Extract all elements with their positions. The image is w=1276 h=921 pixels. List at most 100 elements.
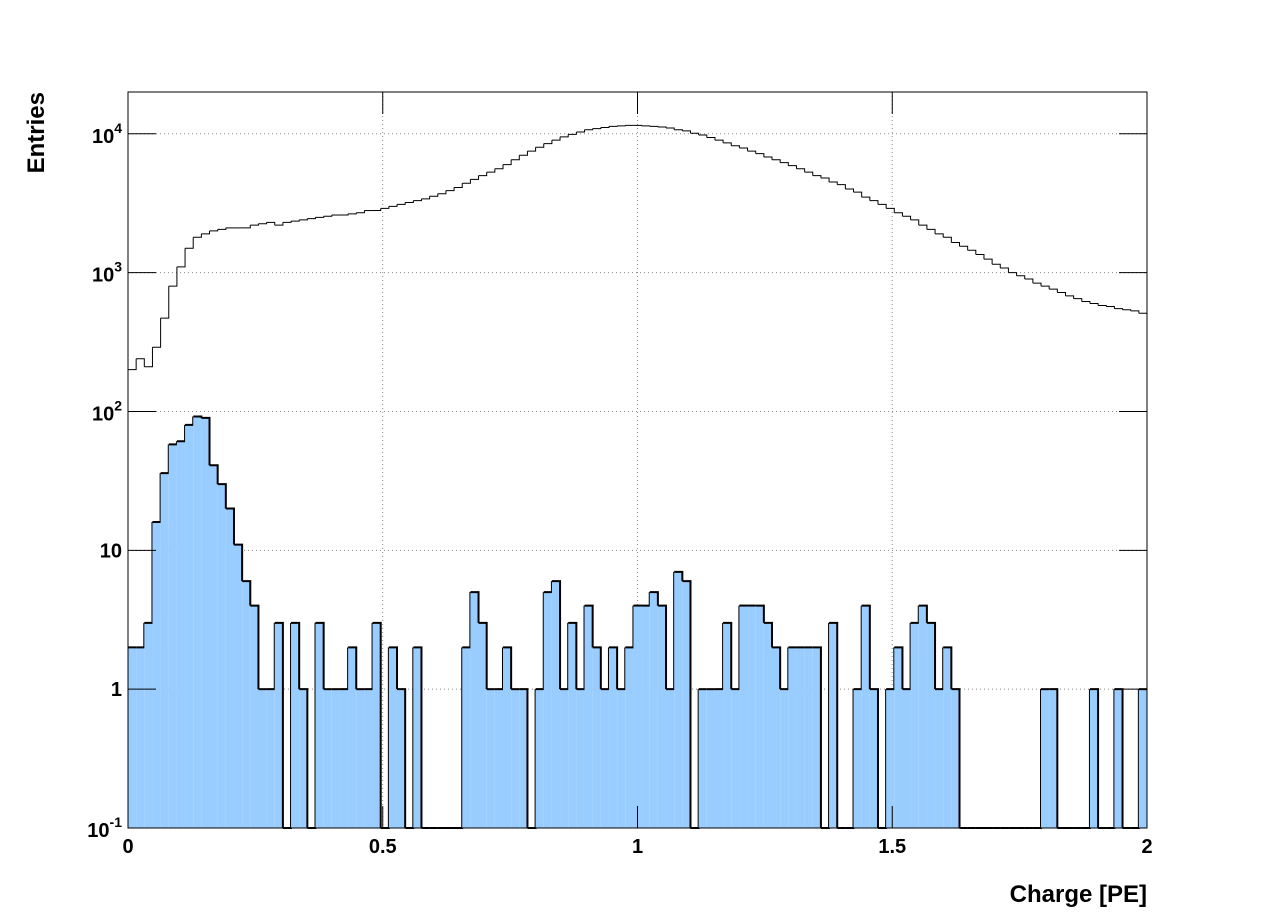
histogram-bar — [274, 622, 283, 828]
histogram-step — [356, 210, 365, 214]
histogram-step — [233, 543, 244, 582]
histogram-step — [1049, 688, 1059, 828]
histogram-bar — [478, 622, 487, 828]
histogram-bar — [731, 689, 740, 828]
histogram-bar — [348, 647, 357, 828]
histogram-step — [829, 181, 838, 185]
histogram-step — [1114, 308, 1124, 310]
histogram-bar — [926, 622, 936, 828]
histogram-bar — [657, 605, 667, 828]
histogram-step — [502, 646, 513, 690]
histogram-bar — [201, 417, 210, 828]
histogram-bar — [217, 484, 226, 828]
histogram-step — [690, 132, 700, 136]
x-axis-title: Charge [PE] — [1010, 881, 1147, 908]
histogram-bar — [258, 689, 267, 828]
histogram-step — [193, 233, 202, 238]
histogram-bar — [918, 605, 927, 828]
histogram-step — [877, 203, 887, 209]
y-tick-label: 10-1 — [87, 814, 122, 842]
histogram-step — [894, 646, 904, 690]
histogram-step — [967, 249, 977, 255]
histogram-step — [951, 241, 961, 247]
histogram-bar — [511, 689, 520, 828]
histogram-step — [217, 483, 227, 509]
histogram-step — [470, 175, 480, 180]
y-tick-base: 10 — [87, 820, 109, 842]
histogram-bar — [714, 689, 724, 828]
histogram-step — [796, 168, 806, 173]
histogram-step — [429, 193, 439, 197]
histogram-bar — [502, 647, 512, 828]
histogram-bar — [902, 689, 911, 828]
histogram-step — [992, 263, 1001, 268]
histogram-step — [918, 224, 928, 230]
histogram-bar — [674, 571, 683, 828]
histogram-step — [372, 208, 382, 212]
histogram-bar — [250, 605, 259, 828]
histogram-step — [845, 188, 855, 193]
histogram-bar — [739, 605, 748, 828]
histogram-step — [902, 215, 912, 220]
histogram-step — [1024, 278, 1034, 284]
histogram-step — [519, 688, 529, 828]
histogram-step — [772, 159, 781, 163]
y-tick-base: 10 — [92, 265, 114, 287]
histogram-bar — [1138, 689, 1147, 828]
histogram-bar — [829, 622, 838, 828]
histogram-bar — [470, 592, 479, 828]
histogram-bar — [299, 689, 308, 828]
histogram-step — [657, 604, 668, 690]
histogram-bar — [617, 689, 626, 828]
histogram-step — [1065, 295, 1075, 299]
x-tick-label: 1.5 — [878, 836, 906, 858]
histogram-bar — [568, 622, 577, 828]
histogram-step — [225, 507, 235, 545]
histogram-bar — [372, 622, 381, 828]
histogram-step — [176, 248, 186, 268]
histogram-step — [837, 184, 846, 190]
histogram-step — [454, 183, 463, 189]
histogram-bar — [185, 424, 194, 828]
y-tick-label: 104 — [92, 120, 122, 148]
histogram-step — [763, 621, 774, 648]
histogram-bar — [291, 622, 300, 828]
y-tick-label: 103 — [92, 259, 122, 287]
histogram-step — [576, 129, 586, 133]
histogram-step — [666, 127, 675, 130]
histogram-step — [959, 245, 969, 251]
histogram-bar — [233, 544, 243, 828]
y-tick-label: 1 — [111, 679, 122, 701]
histogram-step — [918, 604, 928, 623]
histogram-bar — [339, 689, 349, 828]
histogram-series — [128, 124, 1147, 371]
histogram-step — [527, 147, 537, 152]
x-tick-label: 2 — [1141, 836, 1152, 858]
histogram-bar — [682, 581, 691, 828]
histogram-bar — [486, 689, 495, 828]
histogram-bar — [519, 689, 528, 828]
histogram-step — [291, 621, 301, 690]
histogram-step — [502, 159, 512, 166]
histogram-step — [128, 358, 137, 371]
histogram-bar — [144, 622, 153, 828]
histogram-step — [511, 155, 520, 161]
histogram-step — [1032, 282, 1042, 287]
histogram-step — [413, 646, 423, 828]
plot-frame — [127, 91, 1148, 829]
histogram-step — [201, 230, 211, 235]
histogram-bar — [193, 416, 202, 828]
histogram-step — [242, 580, 252, 606]
histogram-step — [144, 347, 153, 368]
histogram-step — [1106, 306, 1115, 309]
histogram-step — [209, 464, 219, 485]
histogram-step — [486, 168, 496, 173]
histogram-bar — [1114, 689, 1123, 828]
histogram-bar — [168, 444, 177, 828]
histogram-step — [592, 646, 602, 690]
histogram-step — [413, 198, 422, 202]
histogram-bar — [600, 689, 609, 828]
histogram-bar — [894, 647, 903, 828]
histogram-step — [421, 196, 431, 200]
histogram-step — [731, 145, 740, 149]
